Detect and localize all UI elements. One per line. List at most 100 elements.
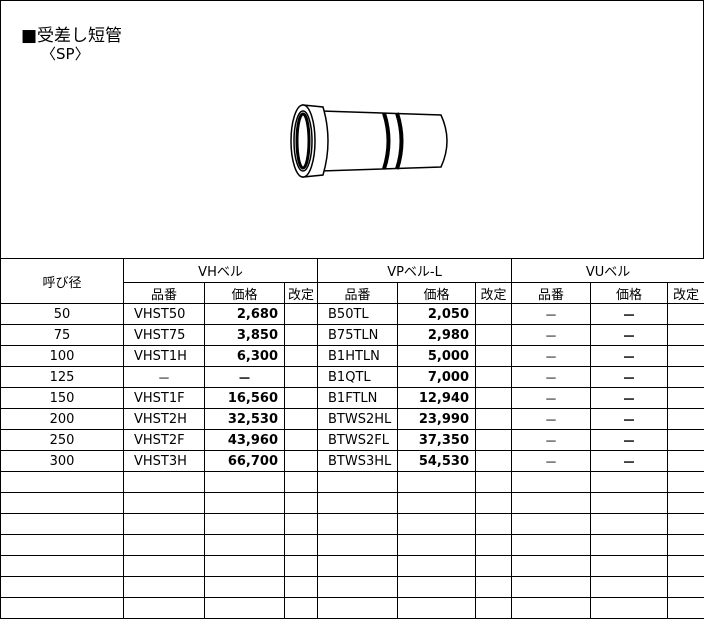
code-cell: － [511, 366, 592, 388]
table-row: 125 －－ B1QTL 7,000 －－ [0, 366, 704, 388]
empty-cell [475, 576, 513, 598]
empty-cell [0, 576, 124, 598]
sub-header: 改定 [283, 282, 319, 304]
price-cell: 3,850 [204, 324, 285, 346]
empty-cell [283, 513, 319, 535]
size-cell: 125 [0, 366, 124, 388]
empty-row [0, 555, 704, 577]
price-cell: 6,300 [204, 345, 285, 367]
revision-cell [667, 324, 704, 346]
empty-cell [283, 555, 319, 577]
empty-cell [397, 576, 477, 598]
code-cell: － [123, 366, 205, 388]
empty-cell [123, 534, 205, 556]
empty-cell [475, 597, 513, 619]
revision-cell [475, 387, 513, 409]
empty-cell [317, 492, 399, 514]
size-cell: 75 [0, 324, 124, 346]
price-cell: － [590, 345, 669, 367]
code-cell: － [511, 387, 592, 409]
price-cell: 5,000 [397, 345, 477, 367]
revision-cell [283, 450, 319, 472]
price-cell: － [590, 303, 669, 325]
code-cell: VHST2H [123, 408, 205, 430]
sub-header: 価格 [397, 282, 477, 304]
empty-cell [397, 471, 477, 493]
size-cell: 200 [0, 408, 124, 430]
empty-cell [204, 492, 285, 514]
empty-row [0, 513, 704, 535]
empty-cell [283, 534, 319, 556]
empty-cell [123, 576, 205, 598]
table-row: 50 VHST50 2,680 B50TL 2,050 －－ [0, 303, 704, 325]
code-cell: VHST1F [123, 387, 205, 409]
price-cell: 7,000 [397, 366, 477, 388]
empty-cell [590, 471, 669, 493]
sub-header: 改定 [475, 282, 513, 304]
empty-cell [590, 513, 669, 535]
revision-cell [475, 366, 513, 388]
empty-cell [283, 597, 319, 619]
sub-header: 価格 [590, 282, 669, 304]
price-cell: 2,980 [397, 324, 477, 346]
price-cell: － [590, 366, 669, 388]
code-cell: BTWS2FL [317, 429, 399, 451]
code-cell: VHST1H [123, 345, 205, 367]
code-cell: － [511, 303, 592, 325]
table-row: 300 VHST3H 66,700 BTWS3HL 54,530 －－ [0, 450, 704, 472]
empty-cell [511, 492, 592, 514]
code-cell: B1FTLN [317, 387, 399, 409]
empty-cell [511, 513, 592, 535]
empty-cell [123, 492, 205, 514]
empty-cell [667, 471, 704, 493]
empty-cell [667, 555, 704, 577]
empty-cell [317, 513, 399, 535]
empty-row [0, 534, 704, 556]
empty-cell [283, 492, 319, 514]
empty-cell [0, 492, 124, 514]
empty-cell [317, 576, 399, 598]
empty-cell [475, 513, 513, 535]
empty-cell [317, 555, 399, 577]
code-cell: VHST2F [123, 429, 205, 451]
sub-header: 品番 [511, 282, 592, 304]
empty-cell [0, 534, 124, 556]
empty-cell [397, 597, 477, 619]
empty-cell [204, 471, 285, 493]
code-cell: － [511, 345, 592, 367]
empty-cell [511, 597, 592, 619]
price-cell: － [590, 429, 669, 451]
empty-row [0, 492, 704, 514]
revision-cell [283, 366, 319, 388]
price-cell: 2,050 [397, 303, 477, 325]
empty-cell [317, 534, 399, 556]
code-cell: － [511, 450, 592, 472]
empty-cell [667, 576, 704, 598]
empty-cell [123, 513, 205, 535]
title: ■受差し短管 [21, 26, 123, 46]
empty-cell [204, 534, 285, 556]
empty-cell [397, 492, 477, 514]
empty-cell [667, 597, 704, 619]
revision-cell [283, 429, 319, 451]
empty-cell [0, 471, 124, 493]
empty-cell [0, 513, 124, 535]
revision-cell [667, 366, 704, 388]
empty-cell [397, 513, 477, 535]
empty-cell [590, 555, 669, 577]
revision-cell [283, 324, 319, 346]
revision-cell [667, 450, 704, 472]
header-cell: 呼び径 [0, 258, 124, 304]
empty-cell [511, 534, 592, 556]
empty-cell [475, 471, 513, 493]
pipe-illustration [290, 104, 448, 178]
price-cell: 12,940 [397, 387, 477, 409]
code-cell: － [511, 408, 592, 430]
empty-cell [475, 555, 513, 577]
empty-row [0, 597, 704, 619]
revision-cell [283, 408, 319, 430]
empty-cell [317, 471, 399, 493]
group-header: VHベル [122, 258, 319, 283]
price-cell: － [590, 408, 669, 430]
